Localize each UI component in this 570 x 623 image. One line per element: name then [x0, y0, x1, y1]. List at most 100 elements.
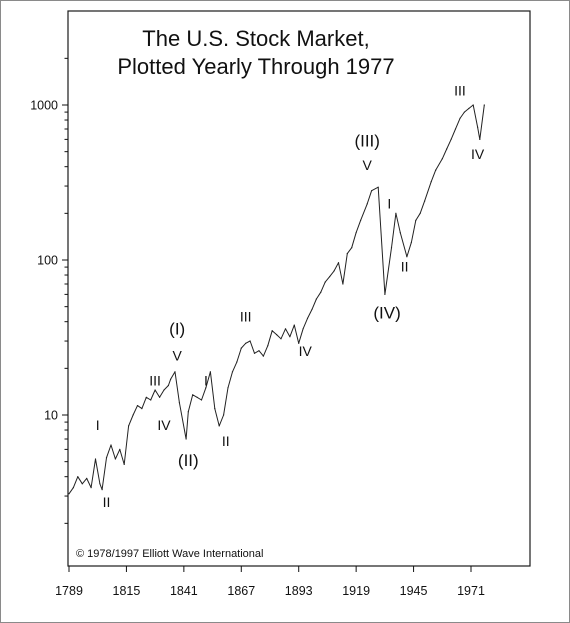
data-point	[366, 203, 368, 205]
data-point	[141, 408, 143, 410]
data-point	[154, 389, 156, 391]
data-point	[128, 425, 130, 427]
data-point	[371, 190, 373, 192]
x-tick-label: 1919	[342, 584, 370, 598]
data-point	[245, 342, 247, 344]
data-point	[351, 247, 353, 249]
wave-label: I	[387, 196, 391, 212]
data-point	[249, 340, 251, 342]
data-point	[81, 483, 83, 485]
data-point	[94, 458, 97, 460]
wave-label: V	[173, 347, 183, 363]
data-point	[218, 425, 220, 427]
wave-label: III	[240, 309, 252, 325]
data-point	[110, 444, 112, 446]
data-point	[435, 169, 437, 171]
wave-label: (II)	[178, 451, 199, 470]
data-point	[86, 477, 88, 479]
data-point	[390, 247, 393, 249]
y-tick-label: 1000	[30, 99, 58, 113]
data-point	[324, 281, 326, 283]
data-point	[223, 414, 225, 416]
data-point	[262, 355, 264, 357]
wave-label: II	[103, 494, 111, 510]
data-point	[399, 232, 401, 234]
data-point	[384, 293, 386, 295]
data-point	[253, 352, 256, 354]
data-point	[200, 399, 203, 401]
data-point	[136, 405, 139, 407]
data-point	[132, 414, 134, 416]
data-point	[320, 291, 322, 293]
data-point	[72, 487, 74, 489]
data-point	[159, 396, 161, 398]
data-point	[483, 104, 485, 106]
y-tick-label: 10	[44, 409, 58, 423]
data-point	[477, 126, 479, 128]
data-point	[289, 336, 291, 338]
data-point	[258, 350, 260, 352]
x-tick-label: 1815	[113, 584, 141, 598]
data-point	[355, 232, 357, 234]
x-tick-label: 1789	[55, 584, 83, 598]
data-point	[68, 493, 70, 495]
data-point	[114, 458, 116, 460]
data-point	[99, 483, 101, 485]
data-point	[101, 489, 103, 491]
data-point	[119, 448, 121, 450]
x-tick-label: 1971	[457, 584, 485, 598]
wave-label: I	[96, 417, 100, 433]
data-point	[315, 298, 317, 300]
data-point	[185, 438, 187, 440]
chart-title-line-2: Plotted Yearly Through 1977	[117, 54, 394, 79]
data-point	[145, 396, 147, 398]
y-axis: 10 100 1000	[30, 57, 68, 524]
data-point	[196, 396, 198, 398]
data-point	[236, 361, 238, 363]
data-point	[105, 457, 108, 459]
copyright-notice: © 1978/1997 Elliott Wave International	[76, 548, 263, 560]
data-point	[406, 256, 408, 258]
data-point	[441, 158, 443, 160]
data-point	[419, 212, 421, 214]
wave-label: (III)	[354, 132, 380, 151]
data-point	[267, 345, 269, 347]
data-point	[377, 186, 379, 188]
wave-label: II	[401, 259, 409, 275]
data-point	[472, 104, 474, 106]
data-point	[306, 317, 309, 319]
data-point	[271, 330, 273, 332]
data-point	[424, 200, 426, 202]
data-point	[446, 148, 448, 150]
data-point	[360, 219, 362, 221]
data-point	[276, 334, 278, 336]
wave-annotations: IIIIIIIV(I)V(II)IIIIIIIV(III)VI(IV)IIIII…	[96, 83, 485, 510]
data-point	[178, 402, 180, 404]
data-point	[123, 463, 125, 465]
data-point	[209, 371, 211, 373]
wave-label: III	[149, 373, 161, 389]
data-point	[240, 347, 242, 349]
wave-label: V	[363, 157, 373, 173]
data-point	[192, 394, 194, 396]
data-point	[150, 399, 152, 401]
data-point	[205, 387, 207, 389]
data-point	[346, 253, 348, 255]
wave-label: IV	[471, 146, 485, 162]
chart-title-line-1: The U.S. Stock Market,	[142, 26, 369, 51]
data-point	[342, 283, 344, 285]
data-point	[468, 107, 470, 110]
data-point	[90, 487, 92, 489]
data-point	[187, 411, 189, 413]
data-point	[463, 111, 465, 113]
data-point	[280, 338, 282, 340]
data-point	[163, 389, 165, 391]
data-point	[214, 408, 216, 410]
data-point	[459, 117, 461, 119]
wave-label: (I)	[169, 320, 185, 339]
data-point	[450, 138, 452, 140]
data-point	[410, 241, 412, 243]
wave-label: I	[204, 373, 208, 389]
data-point	[430, 181, 432, 183]
data-point	[293, 324, 295, 326]
